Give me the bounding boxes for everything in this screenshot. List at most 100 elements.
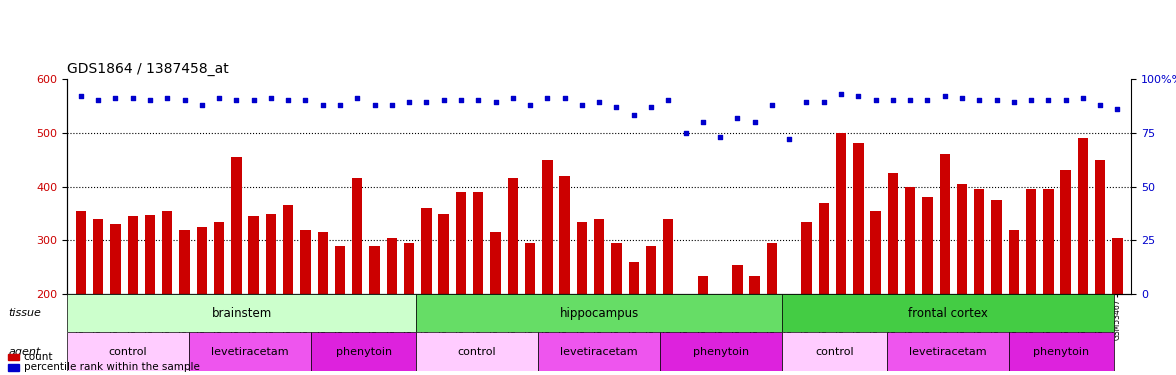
Bar <box>473 192 483 294</box>
Text: hippocampus: hippocampus <box>560 307 639 320</box>
Point <box>296 98 315 104</box>
Text: levetiracetam: levetiracetam <box>212 346 289 357</box>
Bar <box>312 332 416 371</box>
Point <box>1022 98 1041 104</box>
Point <box>400 99 419 105</box>
Point <box>883 98 902 104</box>
Bar <box>733 265 742 294</box>
Point <box>659 98 677 104</box>
Bar <box>214 222 225 294</box>
Point <box>1056 98 1075 104</box>
Point <box>486 99 505 105</box>
Point <box>106 95 125 101</box>
Point <box>1108 106 1127 112</box>
Point <box>676 130 695 136</box>
Bar <box>416 294 782 332</box>
Point <box>1004 99 1023 105</box>
Point <box>88 98 107 104</box>
Point <box>330 102 349 108</box>
Bar <box>387 238 397 294</box>
Bar <box>663 219 674 294</box>
Bar <box>490 232 501 294</box>
Point <box>1038 98 1057 104</box>
Bar <box>957 184 967 294</box>
Bar <box>1009 332 1114 371</box>
Text: control: control <box>457 346 496 357</box>
Point <box>918 98 937 104</box>
Bar <box>67 332 189 371</box>
Bar <box>352 178 362 294</box>
Bar <box>539 332 660 371</box>
Text: percentile rank within the sample: percentile rank within the sample <box>24 363 200 372</box>
Point <box>901 98 920 104</box>
Bar <box>67 294 416 332</box>
Bar <box>560 176 570 294</box>
Point <box>279 98 298 104</box>
Point <box>987 98 1005 104</box>
Point <box>780 136 799 142</box>
Point <box>814 99 833 105</box>
Bar <box>991 200 1002 294</box>
Bar <box>439 213 449 294</box>
Bar <box>1077 138 1088 294</box>
Bar <box>416 332 539 371</box>
Point <box>175 98 194 104</box>
Bar <box>189 332 312 371</box>
Point <box>607 104 626 110</box>
Bar <box>542 160 553 294</box>
Point <box>469 98 488 104</box>
Point <box>589 99 609 105</box>
Point <box>245 98 263 104</box>
Bar <box>111 224 121 294</box>
Point <box>849 93 868 99</box>
Bar <box>196 227 207 294</box>
Point <box>452 98 470 104</box>
Point <box>537 95 556 101</box>
Bar <box>784 294 795 308</box>
Bar <box>836 133 847 294</box>
Point <box>1074 95 1093 101</box>
Bar <box>8 364 19 371</box>
Bar <box>232 157 241 294</box>
Point <box>953 95 971 101</box>
Point <box>935 93 954 99</box>
Bar <box>145 214 155 294</box>
Text: brainstem: brainstem <box>212 307 272 320</box>
Bar <box>524 243 535 294</box>
Bar <box>974 189 984 294</box>
Bar <box>853 144 863 294</box>
Bar <box>335 246 346 294</box>
Bar <box>767 243 777 294</box>
Bar <box>628 262 639 294</box>
Text: levetiracetam: levetiracetam <box>909 346 987 357</box>
Bar <box>906 187 915 294</box>
Point <box>831 91 850 97</box>
Bar <box>283 206 293 294</box>
Bar <box>940 154 950 294</box>
Point <box>728 115 747 121</box>
Text: count: count <box>24 352 53 362</box>
Point <box>624 112 643 118</box>
Bar <box>127 216 138 294</box>
Point <box>313 102 332 108</box>
Bar <box>749 276 760 294</box>
Bar <box>1009 230 1020 294</box>
Bar <box>870 211 881 294</box>
Point <box>642 104 661 110</box>
Bar <box>1061 170 1071 294</box>
Bar <box>75 211 86 294</box>
Bar <box>782 294 1114 332</box>
Bar <box>801 222 811 294</box>
Bar <box>818 203 829 294</box>
Bar <box>576 222 587 294</box>
Bar <box>421 208 432 294</box>
Point <box>710 134 729 140</box>
Text: tissue: tissue <box>8 308 41 318</box>
Point <box>1091 102 1110 108</box>
Bar <box>1095 160 1105 294</box>
Point <box>867 98 886 104</box>
Point <box>521 102 540 108</box>
Point <box>366 102 385 108</box>
Point <box>382 102 401 108</box>
Text: agent: agent <box>8 346 41 357</box>
